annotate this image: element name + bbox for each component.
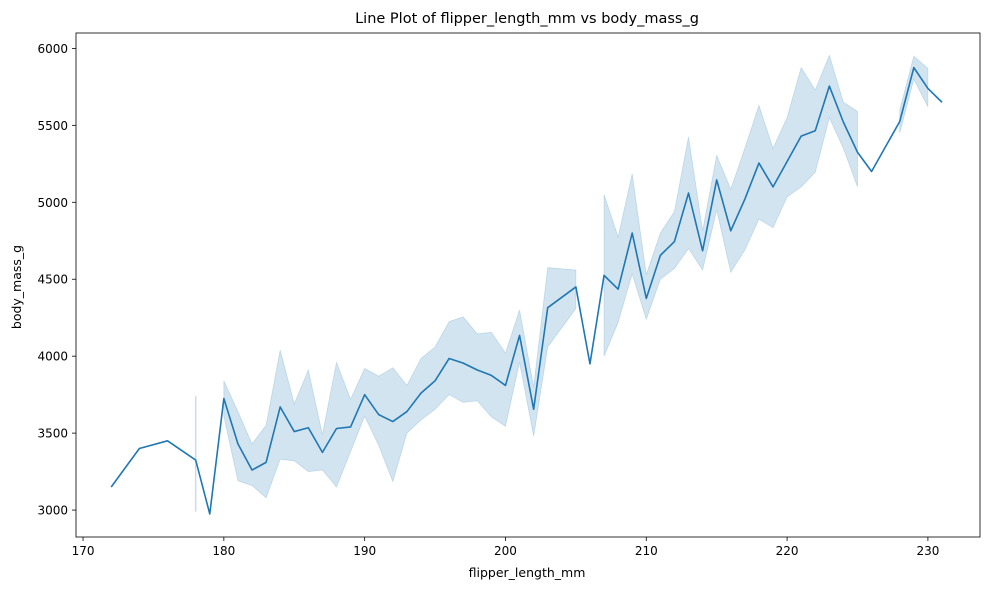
confidence-band — [603, 54, 858, 357]
confidence-band — [223, 267, 577, 499]
y-tick-label: 5000 — [37, 196, 68, 210]
y-tick-label: 3000 — [37, 504, 68, 518]
x-tick-label: 210 — [635, 544, 658, 558]
x-tick-label: 230 — [916, 544, 939, 558]
x-tick-label: 190 — [353, 544, 376, 558]
y-tick-label: 3500 — [37, 427, 68, 441]
x-axis-label: flipper_length_mm — [469, 565, 586, 580]
chart-title: Line Plot of flipper_length_mm vs body_m… — [355, 11, 699, 27]
confidence-band — [899, 55, 929, 134]
x-tick-label: 170 — [72, 544, 95, 558]
x-tick-label: 220 — [776, 544, 799, 558]
x-tick-label: 180 — [212, 544, 235, 558]
y-axis-ticks: 3000 3500 4000 4500 5000 5500 6000 — [37, 42, 76, 518]
confidence-band-layer — [194, 54, 929, 512]
y-tick-label: 6000 — [37, 42, 68, 56]
y-tick-label: 4500 — [37, 273, 68, 287]
y-axis-label: body_mass_g — [9, 245, 24, 329]
x-tick-label: 200 — [494, 544, 517, 558]
series-line-layer — [110, 66, 943, 515]
plot-frame — [75, 32, 981, 538]
series-line — [110, 66, 943, 515]
y-tick-label: 4000 — [37, 350, 68, 364]
x-axis-ticks: 170 180 190 200 210 220 230 — [72, 537, 939, 558]
y-tick-label: 5500 — [37, 119, 68, 133]
